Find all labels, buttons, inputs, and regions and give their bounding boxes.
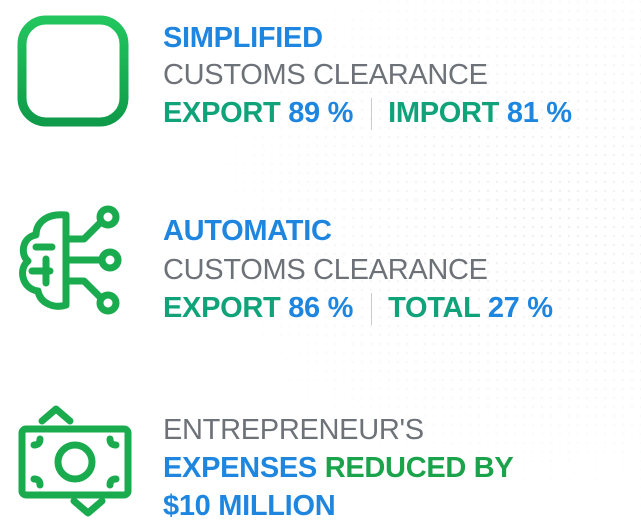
stat-value: 89 %	[288, 97, 354, 129]
money-icon	[18, 405, 132, 517]
amount: $10 MILLION	[163, 490, 336, 522]
stats: EXPORT 89 % IMPORT 81 %	[163, 96, 572, 131]
stat-label: EXPORT	[163, 292, 281, 324]
text-line: EXPENSES REDUCED BY	[163, 451, 514, 485]
highlight: EXPENSES	[163, 452, 317, 484]
title: ENTREPRENEUR'S	[163, 414, 424, 446]
separator	[371, 98, 373, 131]
stat-label: EXPORT	[163, 97, 281, 129]
stat-value: 27 %	[487, 292, 553, 324]
subtitle: CUSTOMS CLEARANCE	[163, 254, 488, 286]
ai-icon	[19, 205, 122, 315]
separator	[371, 293, 373, 326]
title: SIMPLIFIED	[163, 22, 323, 54]
stat-value: 81 %	[506, 97, 572, 129]
title: AUTOMATIC	[163, 215, 332, 247]
stat-label: TOTAL	[388, 292, 481, 324]
subtitle: CUSTOMS CLEARANCE	[163, 59, 488, 91]
stat-label: IMPORT	[388, 97, 500, 129]
list-icon	[17, 15, 129, 127]
text: REDUCED BY	[324, 452, 514, 484]
stat-value: 86 %	[288, 292, 354, 324]
stats: EXPORT 86 % TOTAL 27 %	[163, 291, 553, 326]
